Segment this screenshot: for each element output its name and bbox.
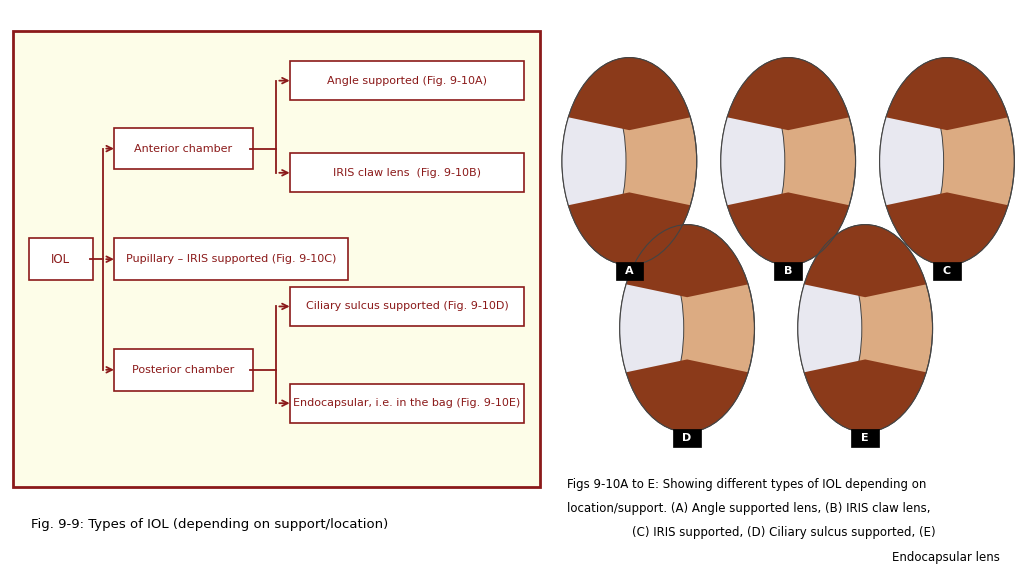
FancyBboxPatch shape [674, 429, 700, 447]
Ellipse shape [616, 245, 684, 411]
Text: Pupillary – IRIS supported (Fig. 9-10C): Pupillary – IRIS supported (Fig. 9-10C) [126, 254, 337, 264]
Text: (C) IRIS supported, (D) Ciliary sulcus supported, (E): (C) IRIS supported, (D) Ciliary sulcus s… [632, 526, 935, 540]
Wedge shape [669, 0, 907, 130]
Text: location/support. (A) Angle supported lens, (B) IRIS claw lens,: location/support. (A) Angle supported le… [567, 502, 930, 516]
Wedge shape [510, 0, 749, 130]
FancyBboxPatch shape [933, 262, 961, 280]
Text: C: C [943, 266, 951, 276]
Ellipse shape [620, 225, 755, 432]
FancyBboxPatch shape [114, 349, 253, 391]
FancyBboxPatch shape [290, 287, 524, 326]
Ellipse shape [798, 225, 933, 432]
FancyBboxPatch shape [29, 238, 93, 280]
Text: Anterior chamber: Anterior chamber [134, 143, 232, 154]
Text: Angle supported (Fig. 9-10A): Angle supported (Fig. 9-10A) [327, 75, 487, 86]
Text: B: B [784, 266, 793, 276]
Ellipse shape [880, 58, 1015, 265]
Text: Endocapsular lens: Endocapsular lens [892, 551, 999, 564]
FancyBboxPatch shape [290, 384, 524, 423]
FancyBboxPatch shape [290, 61, 524, 100]
Text: Posterior chamber: Posterior chamber [132, 365, 234, 375]
FancyBboxPatch shape [114, 238, 348, 280]
FancyBboxPatch shape [13, 31, 540, 487]
FancyBboxPatch shape [774, 262, 802, 280]
Text: D: D [682, 433, 692, 443]
Wedge shape [510, 192, 749, 338]
Ellipse shape [562, 58, 696, 265]
Text: Endocapsular, i.e. in the bag (Fig. 9-10E): Endocapsular, i.e. in the bag (Fig. 9-10… [293, 398, 520, 408]
Text: IRIS claw lens  (Fig. 9-10B): IRIS claw lens (Fig. 9-10B) [333, 168, 481, 178]
Ellipse shape [559, 78, 626, 244]
Wedge shape [827, 192, 1024, 338]
Wedge shape [745, 152, 985, 297]
Ellipse shape [718, 78, 784, 244]
Wedge shape [745, 359, 985, 505]
Text: A: A [625, 266, 634, 276]
Wedge shape [567, 152, 807, 297]
Wedge shape [567, 359, 807, 505]
Text: Fig. 9-9: Types of IOL (depending on support/location): Fig. 9-9: Types of IOL (depending on sup… [31, 518, 388, 530]
Wedge shape [669, 192, 907, 338]
Text: Figs 9-10A to E: Showing different types of IOL depending on: Figs 9-10A to E: Showing different types… [567, 478, 926, 491]
Text: E: E [861, 433, 869, 443]
Text: IOL: IOL [51, 253, 71, 266]
Ellipse shape [877, 78, 944, 244]
FancyBboxPatch shape [615, 262, 643, 280]
FancyBboxPatch shape [290, 153, 524, 192]
Text: Ciliary sulcus supported (Fig. 9-10D): Ciliary sulcus supported (Fig. 9-10D) [305, 301, 508, 312]
Wedge shape [827, 0, 1024, 130]
FancyBboxPatch shape [114, 128, 253, 169]
Ellipse shape [721, 58, 856, 265]
Ellipse shape [795, 245, 862, 411]
FancyBboxPatch shape [852, 429, 879, 447]
